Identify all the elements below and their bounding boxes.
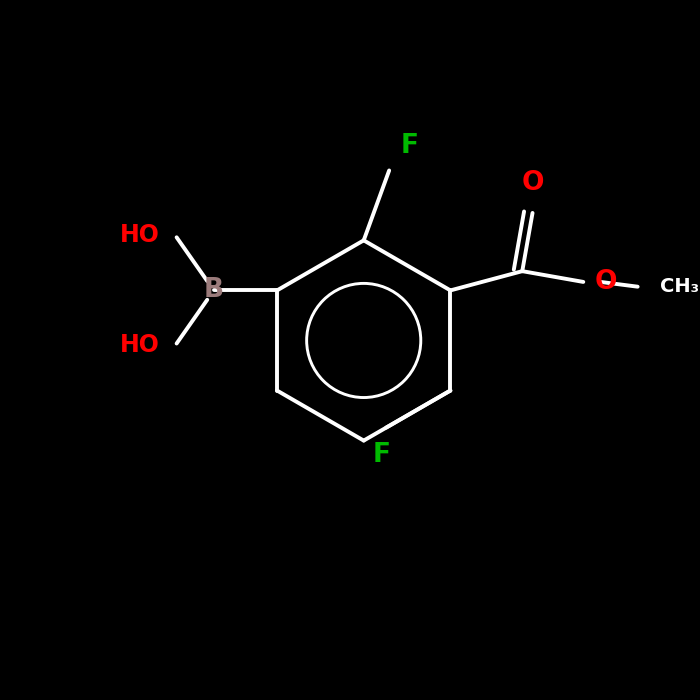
Text: O: O [595, 269, 617, 295]
Text: O: O [522, 170, 544, 196]
Text: F: F [400, 133, 419, 159]
Text: F: F [372, 442, 390, 468]
Text: CH₃: CH₃ [659, 277, 699, 296]
Text: HO: HO [120, 223, 160, 247]
Text: B: B [204, 277, 224, 303]
Text: HO: HO [120, 333, 160, 358]
